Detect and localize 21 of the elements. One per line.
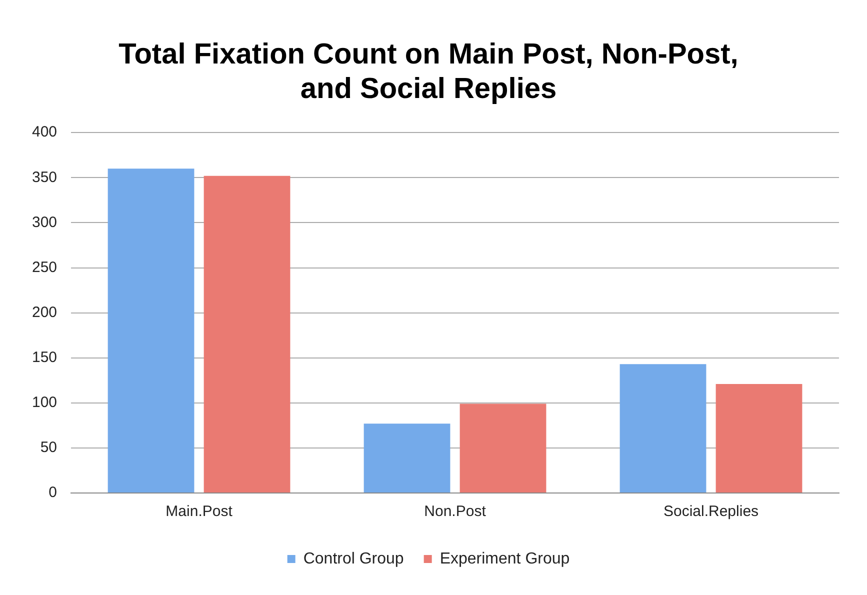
y-tick-label: 0 [48, 484, 58, 502]
y-tick-label: 200 [32, 304, 58, 321]
y-tick-label: 100 [32, 394, 58, 412]
x-tick-label: Non.Post [424, 503, 487, 520]
legend-label: Experiment Group [440, 550, 570, 568]
x-tick-label: Social.Replies [663, 503, 759, 520]
bar [620, 364, 706, 492]
y-tick-label: 350 [32, 168, 58, 186]
y-tick-label: 50 [40, 439, 58, 456]
bar [716, 384, 802, 492]
bar [204, 176, 290, 492]
bar [108, 168, 194, 492]
y-tick-label: 250 [32, 258, 58, 276]
y-tick-label: 300 [32, 214, 58, 231]
x-tick-label: Main.Post [166, 503, 234, 520]
bar [364, 424, 450, 492]
chart-title: Total Fixation Count on Main Post, Non-Post, and Social Replies [118, 38, 738, 106]
bar [460, 404, 546, 492]
y-tick-label: 400 [32, 124, 58, 141]
y-tick-label: 150 [32, 348, 58, 366]
legend-label: Control Group [303, 550, 404, 568]
